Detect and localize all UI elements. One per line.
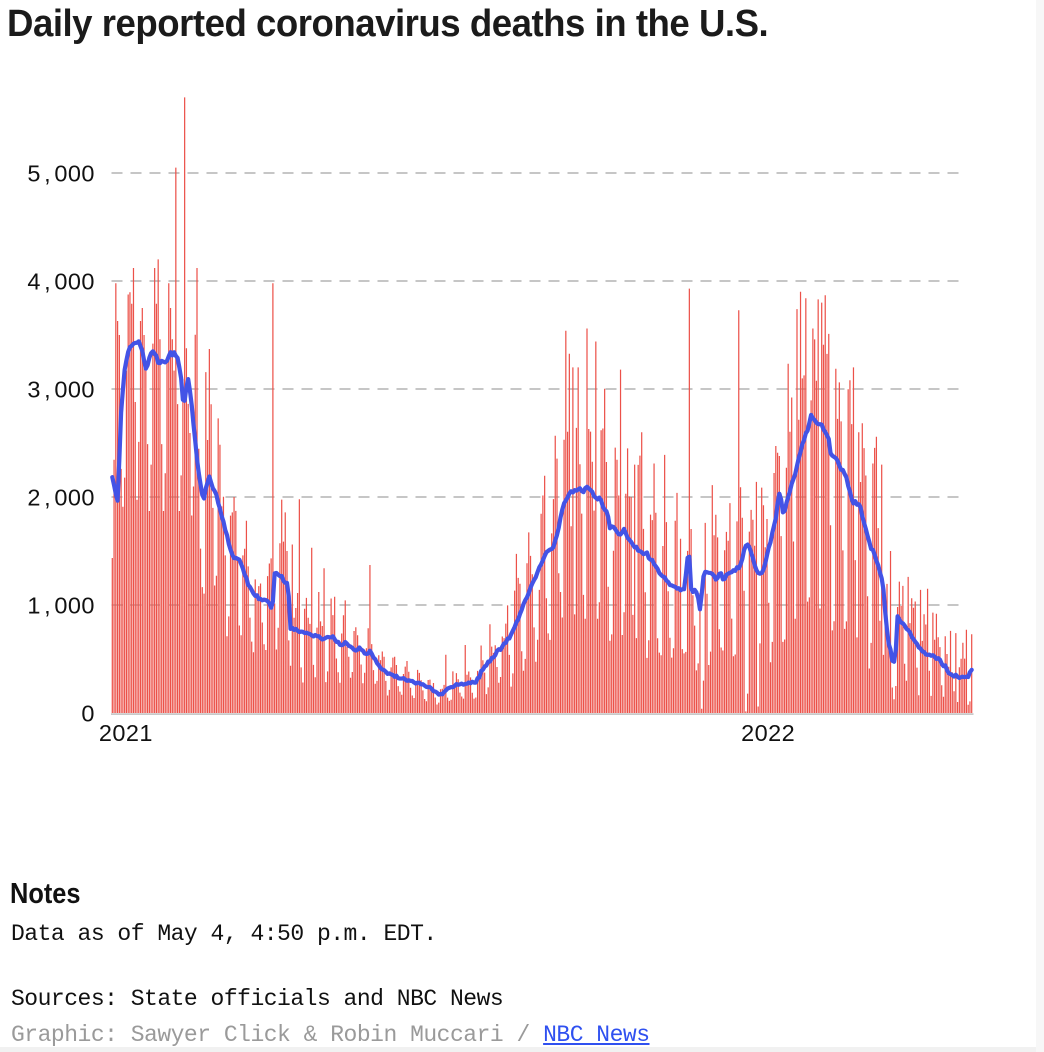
svg-text:0: 0 — [81, 700, 94, 726]
svg-text:2,000: 2,000 — [27, 484, 94, 510]
svg-text:4,000: 4,000 — [27, 268, 94, 294]
svg-text:3,000: 3,000 — [27, 376, 94, 402]
svg-text:1,000: 1,000 — [27, 592, 94, 618]
svg-text:2021: 2021 — [99, 720, 153, 746]
svg-text:5,000: 5,000 — [27, 160, 94, 186]
svg-text:2022: 2022 — [741, 720, 795, 746]
